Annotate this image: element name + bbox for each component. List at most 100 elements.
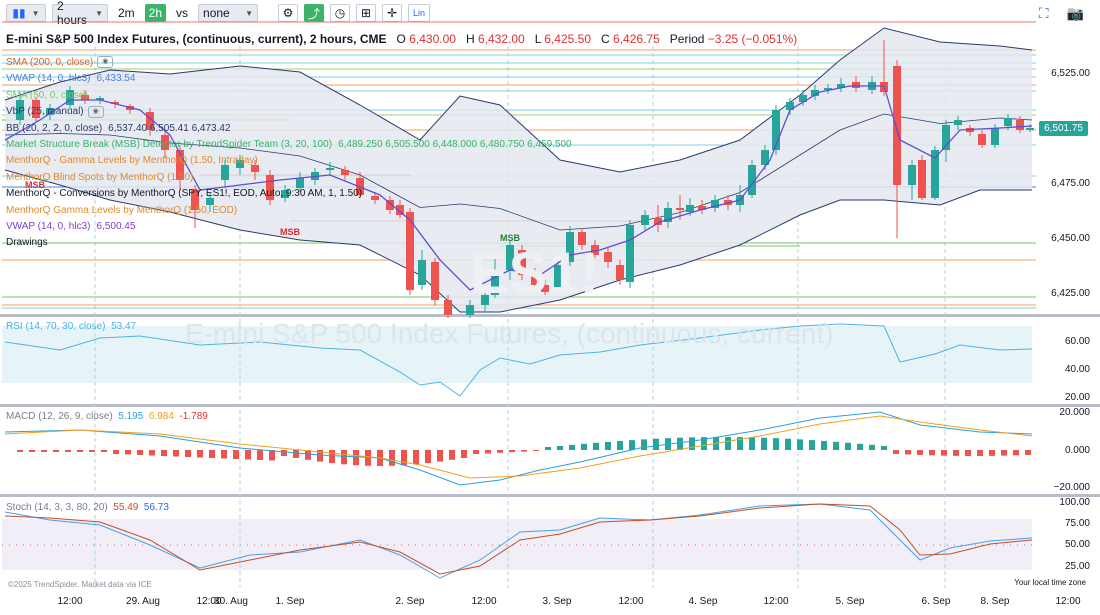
macd-histogram-bar (821, 440, 827, 450)
price-axis-label: 6,525.00 (1051, 68, 1090, 79)
candle-body (978, 134, 986, 145)
macd-histogram-bar (593, 442, 599, 450)
indicator-legend-item[interactable]: Drawings (6, 235, 572, 251)
time-axis-label: 12:00 (1055, 596, 1081, 607)
grid-icon: ⊞ (361, 6, 372, 20)
indicator-label: MenthorQ - Conversions by MenthorQ (SPY,… (6, 188, 363, 200)
candle-body (604, 252, 612, 262)
eye-icon[interactable]: ◉ (87, 105, 104, 118)
candle-body (32, 100, 40, 118)
rsi-axis-label: 60.00 (1064, 336, 1090, 347)
macd-histogram-bar (845, 442, 851, 450)
crosshair-icon: ✛ (387, 6, 398, 20)
macd-histogram-bar (941, 450, 947, 456)
indicator-legend-item[interactable]: Market Structure Break (MSB) Detector by… (6, 137, 572, 153)
candle-body (146, 112, 154, 130)
indicator-legend-item[interactable]: SMA (200, 0, close) ◉ (6, 55, 572, 71)
open-value: 6,430.00 (409, 32, 456, 46)
macd-histogram-bar (197, 450, 203, 458)
candle-body (664, 208, 672, 222)
close-value: 6,426.75 (613, 32, 660, 46)
period-value: −3.25 (−0.051%) (707, 32, 798, 46)
indicator-label: Drawings (6, 237, 48, 249)
indicator-values: 6,489.250 6,505.500 6,448.000 6,480.750 … (338, 138, 572, 150)
indicator-legend-item[interactable]: MenthorQ - Conversions by MenthorQ (SPY,… (6, 186, 572, 202)
gear-icon: ⚙ (282, 6, 294, 20)
macd-histogram-bar (173, 450, 179, 457)
indicator-legend-item[interactable]: VWAP (14, 0, hlc3) 6,433.54 (6, 71, 572, 87)
macd-histogram-bar (773, 438, 779, 450)
candle-body (566, 232, 574, 262)
macd-histogram-bar (149, 450, 155, 456)
macd-histogram-bar (17, 450, 23, 452)
msb-label: MSB (280, 227, 301, 237)
macd-histogram-bar (365, 450, 371, 466)
timezone-note[interactable]: Your local time zone (1014, 578, 1086, 587)
macd-histogram-bar (533, 450, 539, 451)
title-watermark: E-mini S&P 500 Index Futures, (continuou… (185, 318, 834, 349)
timeframe-select[interactable]: 2 hours ▼ (52, 0, 108, 27)
indicator-values: 6,500.45 (96, 220, 136, 232)
candle-body (296, 178, 304, 188)
macd-histogram-bar (761, 437, 767, 450)
eye-icon[interactable]: ◉ (97, 56, 114, 69)
indicator-label: SMA (200, 0, close) (6, 57, 94, 68)
compare-select[interactable]: none ▼ (198, 4, 259, 22)
chevron-down-icon: ▼ (245, 8, 254, 18)
macd-histogram-bar (917, 450, 923, 455)
indicator-legend-item[interactable]: VbP (25, manual) ◉ (6, 104, 572, 120)
indicator-legend-item[interactable]: MenthorQ Blind Spots by MenthorQ (1.50) (6, 170, 572, 186)
candle-body (686, 205, 694, 212)
macd-histogram-bar (857, 443, 863, 450)
macd-histogram-bar (869, 444, 875, 450)
candle-body (281, 190, 289, 198)
candle-body (761, 150, 769, 165)
chevron-down-icon: ▼ (31, 8, 40, 18)
trend-icon: ⤴ (308, 6, 321, 21)
rsi-legend: RSI (14, 70, 30, close) 53.47 (6, 321, 136, 332)
indicator-legend-item[interactable]: VWAP (14, 0, hlc3) 6,500.45 (6, 219, 572, 235)
candle-body (176, 150, 184, 180)
macd-histogram-bar (1025, 450, 1031, 455)
low-value: 6,425.50 (544, 32, 591, 46)
indicator-legend-item[interactable]: MenthorQ Gamma Levels by MenthorQ (1.50,… (6, 203, 572, 219)
time-axis-label: 12:00 (57, 596, 83, 607)
candle-body (991, 128, 999, 145)
macd-histogram-bar (65, 450, 71, 452)
candle-body (161, 135, 169, 150)
indicator-legend-item[interactable]: BB (20, 2, 2, 0, close) 6,537.40 6,505.41… (6, 121, 572, 137)
camera-icon[interactable]: 📷 (1066, 5, 1084, 21)
stoch-label: Stoch (14, 3, 3, 80, 20) (6, 502, 108, 513)
candle-body (626, 225, 634, 282)
macd-histogram-bar (809, 440, 815, 450)
candle-body (541, 285, 549, 292)
indicator-values: 6,433.54 (96, 73, 136, 85)
pane-separator (0, 494, 1100, 497)
candle-body (1026, 128, 1034, 130)
time-axis-label: 30. Aug (214, 596, 248, 607)
candle-body (786, 102, 794, 110)
indicator-label: VWAP (14, 0, hlc3) (6, 73, 91, 85)
macd-histogram-bar (185, 450, 191, 457)
candle-body (371, 196, 379, 200)
macd-histogram-bar (797, 439, 803, 450)
indicator-label: SMA (50, 0, close) (6, 89, 88, 101)
last-price-tag: 6,501.75 (1039, 121, 1088, 136)
macd-histogram-bar (881, 445, 887, 450)
candle-body (772, 110, 780, 150)
candle-body (799, 95, 807, 102)
interval-2h-button[interactable]: 2h (144, 4, 167, 22)
fullscreen-icon[interactable]: ⛶ (1038, 5, 1049, 21)
candle-body (908, 165, 916, 185)
rsi-label: RSI (14, 70, 30, close) (6, 321, 106, 332)
candle-body (396, 205, 404, 215)
macd-histogram-bar (929, 450, 935, 456)
interval-2m-button[interactable]: 2m (118, 6, 135, 20)
candle-body (191, 190, 199, 210)
indicator-legend-item[interactable]: SMA (50, 0, close) (6, 88, 572, 104)
time-axis-label: 4. Sep (688, 596, 718, 607)
indicator-legend: SMA (200, 0, close) ◉ VWAP (14, 0, hlc3) 6,… (6, 55, 572, 252)
indicator-legend-item[interactable]: MenthorQ - Gamma Levels by MenthorQ (1.5… (6, 153, 572, 169)
symbol-title-row: E-mini S&P 500 Index Futures, (continuou… (6, 32, 797, 46)
